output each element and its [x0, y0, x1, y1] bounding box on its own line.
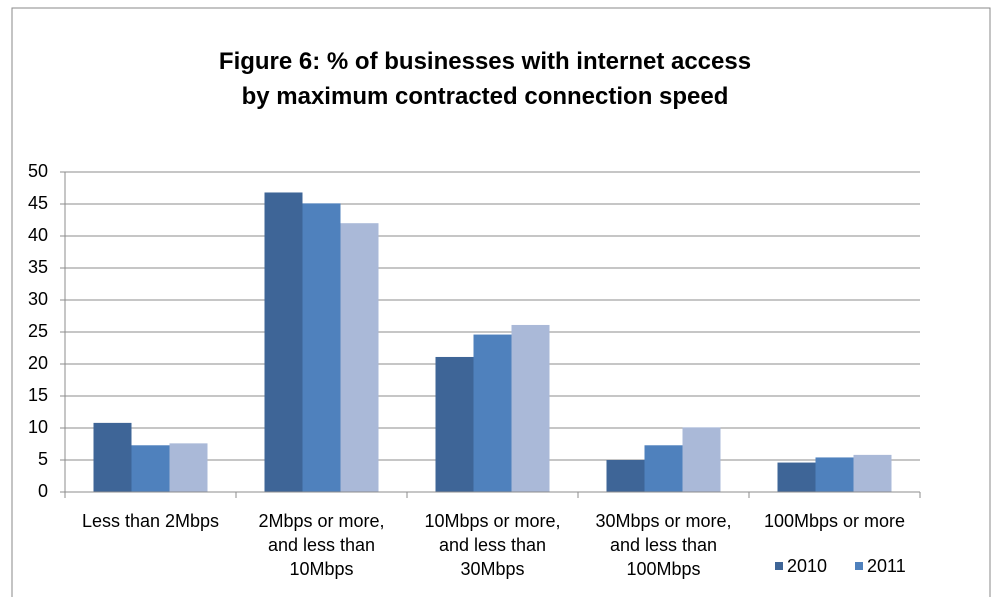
y-tick-label: 40	[28, 225, 48, 245]
bar	[131, 445, 170, 492]
x-tick-label: 100Mbps or more	[764, 511, 905, 531]
bar	[815, 457, 854, 492]
bar	[264, 192, 303, 493]
bar	[777, 462, 816, 492]
legend-label: 2010	[787, 556, 827, 576]
bar	[93, 422, 132, 492]
y-tick-label: 35	[28, 257, 48, 277]
y-tick-label: 50	[28, 161, 48, 181]
legend-label: 2011	[867, 556, 906, 576]
bar	[473, 334, 512, 492]
y-tick-label: 0	[38, 481, 48, 501]
bar	[606, 460, 645, 492]
x-tick-label: Less than 2Mbps	[82, 511, 219, 531]
x-tick-label: 10Mbps or more, and less than 30Mbps	[424, 511, 560, 579]
bar	[340, 223, 379, 492]
y-tick-label: 15	[28, 385, 48, 405]
bar	[511, 324, 550, 492]
bar	[302, 203, 341, 493]
chart-title: Figure 6: % of businesses with internet …	[219, 48, 751, 110]
bar	[169, 443, 208, 492]
bar	[644, 445, 683, 492]
bar	[682, 427, 721, 492]
legend-swatch	[775, 562, 783, 570]
bar	[435, 356, 474, 492]
chart-frame	[11, 7, 991, 597]
x-tick-label: 2Mbps or more, and less than 10Mbps	[258, 511, 384, 579]
y-tick-label: 5	[38, 449, 48, 469]
y-tick-label: 25	[28, 321, 48, 341]
y-tick-label: 20	[28, 353, 48, 373]
bar	[853, 454, 892, 492]
y-tick-label: 10	[28, 417, 48, 437]
y-tick-label: 45	[28, 193, 48, 213]
x-tick-label: 30Mbps or more, and less than 100Mbps	[595, 511, 731, 579]
legend-swatch	[855, 562, 863, 570]
y-tick-label: 30	[28, 289, 48, 309]
